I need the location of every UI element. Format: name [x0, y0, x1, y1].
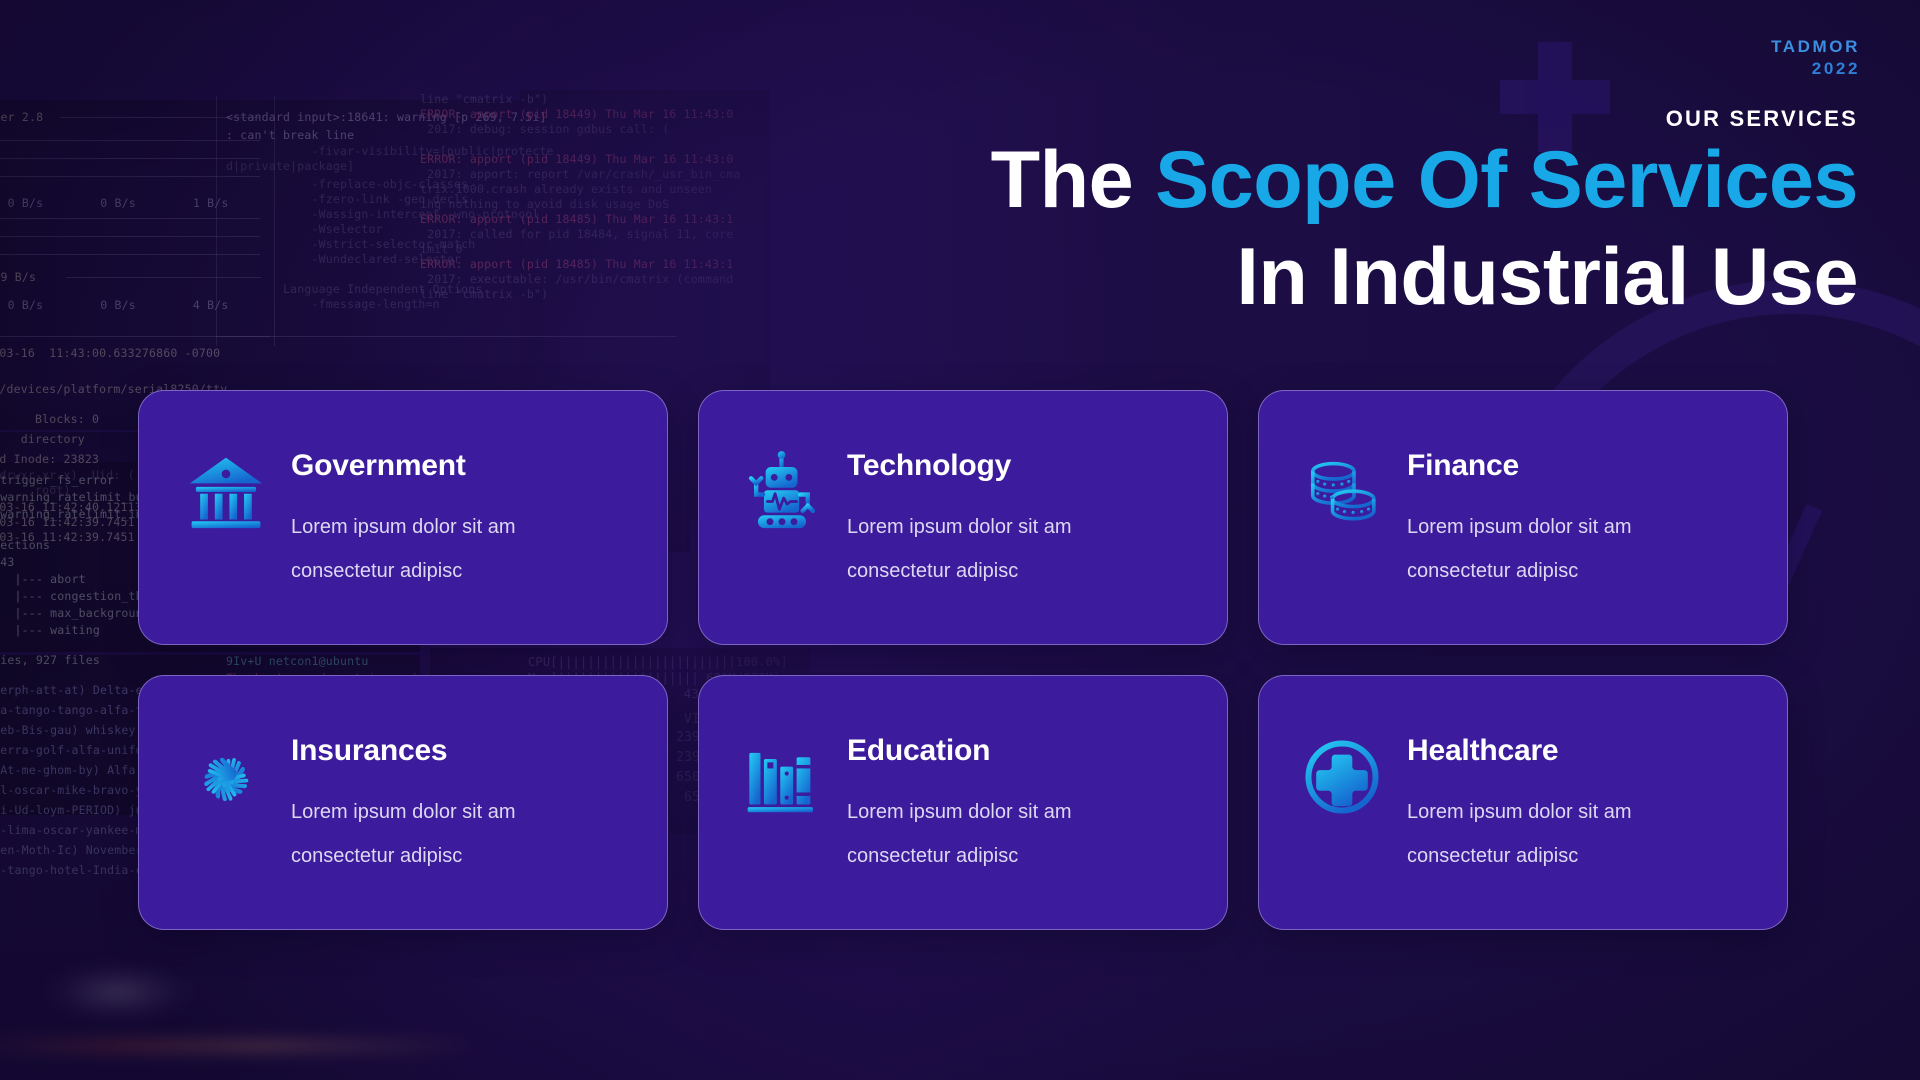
brand-name: TADMOR [1771, 37, 1860, 56]
service-card-insurances[interactable]: Insurances Lorem ipsum dolor sit am conse… [138, 675, 668, 930]
card-body-line2: consectetur adipisc [1407, 560, 1579, 582]
card-body-line1: Lorem ipsum dolor sit am [1407, 801, 1632, 823]
card-body-line2: consectetur adipisc [847, 845, 1019, 867]
card-text: Finance Lorem ipsum dolor sit am consecte… [1407, 447, 1632, 593]
card-body: Lorem ipsum dolor sit am consectetur adip… [291, 505, 516, 593]
brand-logo: TADMOR 2022 [1771, 36, 1860, 80]
card-body: Lorem ipsum dolor sit am consectetur adip… [1407, 790, 1632, 878]
card-body-line1: Lorem ipsum dolor sit am [291, 801, 516, 823]
title-line-2: In Industrial Use [1236, 232, 1858, 322]
bank-icon [183, 449, 269, 535]
card-text: Education Lorem ipsum dolor sit am consec… [847, 732, 1072, 878]
title-accent: Scope Of Services [1155, 135, 1858, 225]
card-body-line2: consectetur adipisc [291, 560, 463, 582]
card-text: Government Lorem ipsum dolor sit am conse… [291, 447, 516, 593]
service-card-finance[interactable]: Finance Lorem ipsum dolor sit am consecte… [1258, 390, 1788, 645]
section-eyebrow: OUR SERVICES [1665, 106, 1858, 131]
books-icon [739, 734, 825, 820]
card-title: Finance [1407, 449, 1519, 482]
card-text: Technology Lorem ipsum dolor sit am conse… [847, 447, 1072, 593]
service-card-healthcare[interactable]: Healthcare Lorem ipsum dolor sit am conse… [1258, 675, 1788, 930]
medical-cross-icon [1299, 734, 1385, 820]
card-body-line1: Lorem ipsum dolor sit am [847, 516, 1072, 538]
card-title: Healthcare [1407, 734, 1559, 767]
card-title: Technology [847, 449, 1012, 482]
card-title: Government [291, 449, 466, 482]
service-card-education[interactable]: Education Lorem ipsum dolor sit am consec… [698, 675, 1228, 930]
card-body: Lorem ipsum dolor sit am consectetur adip… [1407, 505, 1632, 593]
card-body: Lorem ipsum dolor sit am consectetur adip… [847, 790, 1072, 878]
card-body-line1: Lorem ipsum dolor sit am [291, 516, 516, 538]
card-body-line2: consectetur adipisc [1407, 845, 1579, 867]
service-card-technology[interactable]: Technology Lorem ipsum dolor sit am conse… [698, 390, 1228, 645]
card-text: Insurances Lorem ipsum dolor sit am conse… [291, 732, 516, 878]
coins-icon [1299, 449, 1385, 535]
hands-teamwork-icon [183, 734, 269, 820]
services-grid: Government Lorem ipsum dolor sit am conse… [138, 390, 1788, 930]
title-plain: The [990, 135, 1156, 225]
card-body-line2: consectetur adipisc [291, 845, 463, 867]
card-title: Education [847, 734, 991, 767]
service-card-government[interactable]: Government Lorem ipsum dolor sit am conse… [138, 390, 668, 645]
brand-year: 2022 [1811, 59, 1860, 78]
card-body: Lorem ipsum dolor sit am consectetur adip… [847, 505, 1072, 593]
card-body-line1: Lorem ipsum dolor sit am [1407, 516, 1632, 538]
plus-decoration-icon [1500, 42, 1610, 152]
card-text: Healthcare Lorem ipsum dolor sit am conse… [1407, 732, 1632, 878]
card-body: Lorem ipsum dolor sit am consectetur adip… [291, 790, 516, 878]
card-body-line2: consectetur adipisc [847, 560, 1019, 582]
card-body-line1: Lorem ipsum dolor sit am [847, 801, 1072, 823]
robot-icon [739, 449, 825, 535]
card-title: Insurances [291, 734, 448, 767]
page-title: The Scope Of Services In Industrial Use [738, 140, 1859, 322]
